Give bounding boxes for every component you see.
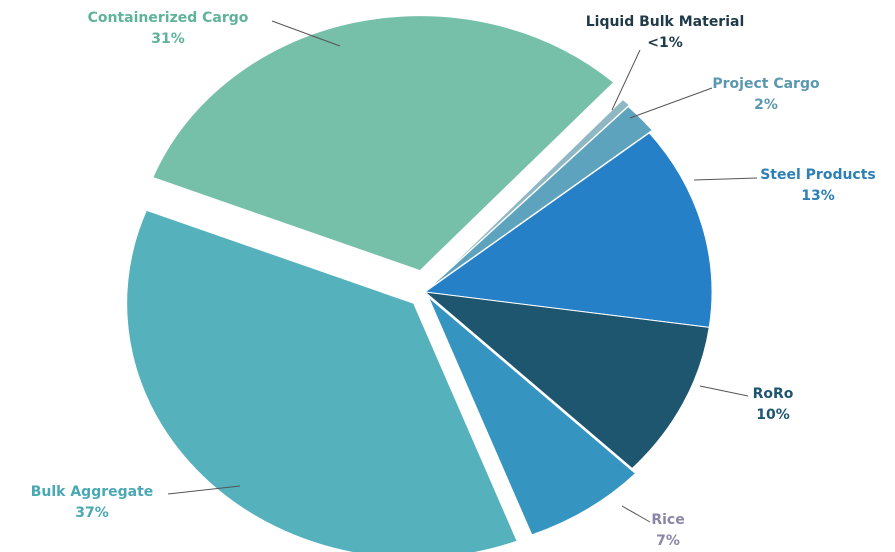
leader-line	[611, 49, 641, 111]
slice-label: Bulk Aggregate	[31, 484, 154, 500]
slice-label: Containerized Cargo	[88, 10, 249, 26]
slice-label: Steel Products	[760, 167, 876, 183]
leader-line	[699, 385, 749, 397]
slice-label: Rice	[651, 512, 684, 528]
leader-line	[621, 505, 651, 523]
slice-label: RoRo	[753, 386, 794, 402]
leader-line	[271, 20, 341, 47]
pie-slice	[427, 105, 654, 290]
leader-line	[693, 177, 758, 181]
slice-value-label: 13%	[801, 188, 835, 204]
slice-label: Project Cargo	[712, 76, 820, 92]
slice-label: Liquid Bulk Material	[586, 14, 745, 30]
slice-value-label: 2%	[754, 97, 778, 113]
pie-slice	[423, 291, 710, 470]
leader-line	[167, 485, 241, 495]
pie-slice	[423, 132, 713, 328]
pie-slice	[152, 15, 615, 272]
pie-slice	[427, 296, 637, 536]
pie-slice	[428, 98, 631, 289]
slice-value-label: 31%	[151, 31, 185, 47]
leader-line	[629, 87, 713, 119]
slice-value-label: 7%	[656, 533, 680, 549]
slice-value-label: 37%	[75, 505, 109, 521]
pie-slice	[126, 209, 518, 552]
slice-value-label: 10%	[756, 407, 790, 423]
slice-value-label: <1%	[647, 35, 683, 51]
